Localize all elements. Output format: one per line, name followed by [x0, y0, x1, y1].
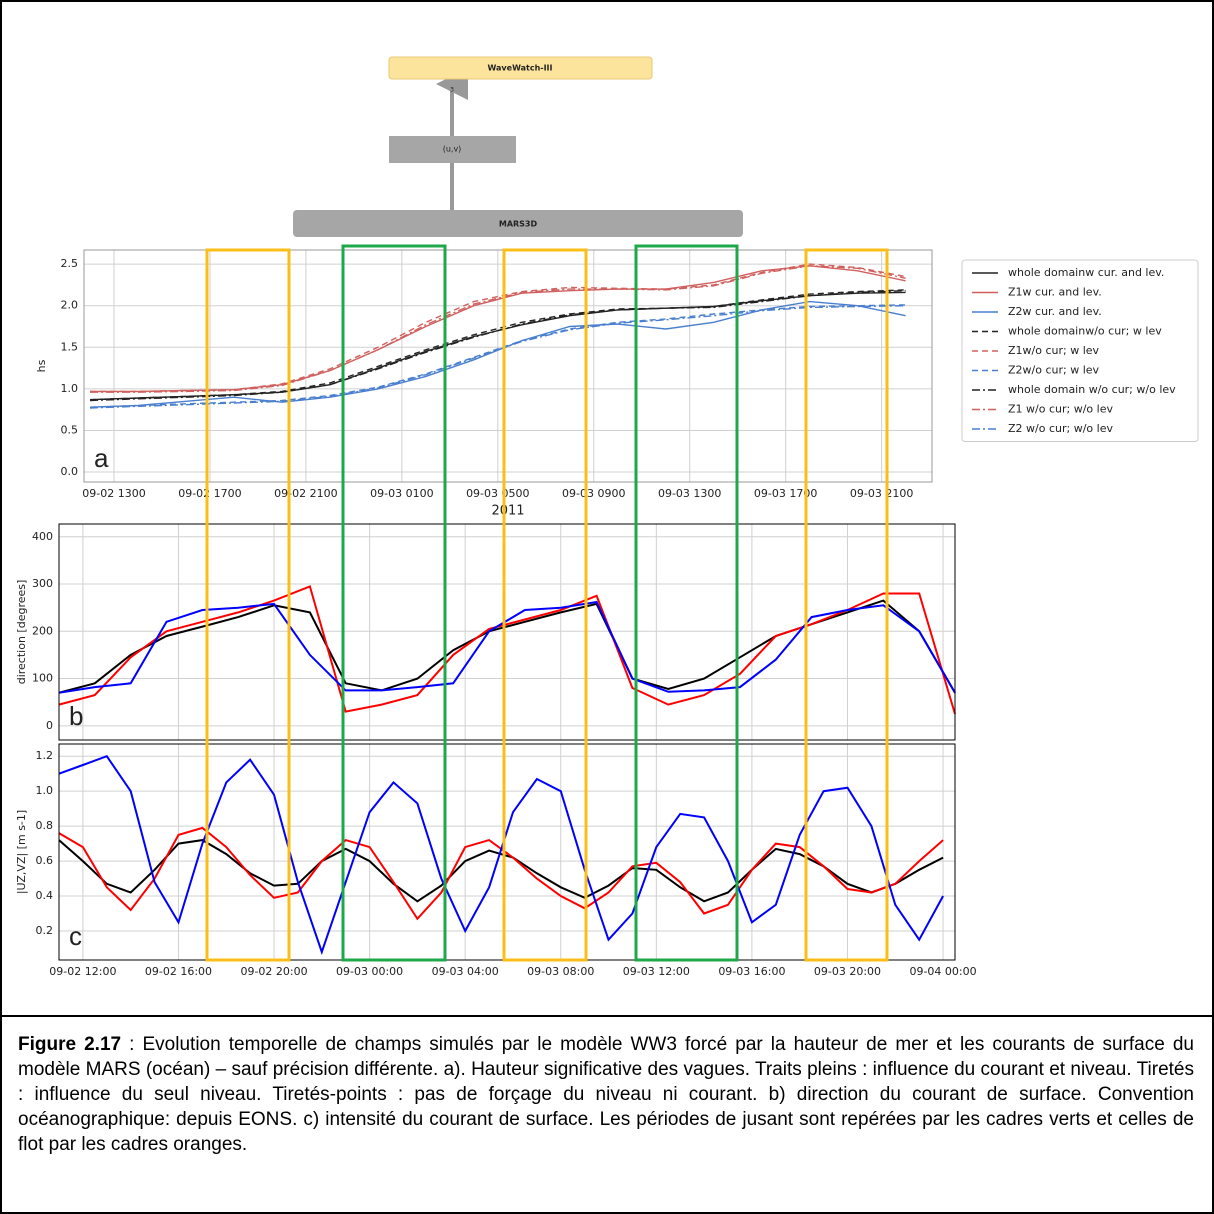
x-tick-label: 09-03 0500 [466, 487, 529, 500]
period-frames [205, 244, 889, 962]
x-tick-label: 09-03 20:00 [814, 965, 881, 978]
ebb-frame [634, 244, 739, 962]
caption-label: Figure 2.17 [18, 1034, 122, 1055]
y-tick-label: 0.4 [36, 889, 54, 902]
x-tick-label: 09-03 0100 [370, 487, 433, 500]
y-tick-label: 0.8 [36, 819, 54, 832]
y-tick-label: 0 [46, 719, 53, 732]
x-tick-label: 09-02 1700 [178, 487, 241, 500]
legend-label: Z2 w/o cur; w/o lev [1008, 422, 1113, 435]
x-tick-label: 09-03 04:00 [432, 965, 499, 978]
arrow-label: 3 [450, 87, 454, 94]
x-tick-label: 09-02 12:00 [49, 965, 116, 978]
legend-label: whole domainw/o cur; w lev [1008, 325, 1162, 338]
data-line [89, 300, 906, 408]
legend-box [961, 259, 1199, 442]
legend-label: Z1w/o cur; w lev [1008, 344, 1100, 357]
node-label: MARS3D [499, 220, 538, 229]
legend-label: Z2w cur. and lev. [1008, 305, 1102, 318]
legend-label: Z1 w/o cur; w/o lev [1008, 403, 1113, 416]
data-line [89, 290, 906, 402]
separator [2, 1015, 1212, 1017]
y-tick-label: 2.0 [61, 299, 79, 312]
node-label: (u,v) [443, 145, 462, 154]
y-axis-label: hs [35, 359, 48, 372]
node-label: WaveWatch-III [487, 64, 552, 73]
data-line [89, 305, 906, 409]
node-box [388, 56, 653, 80]
x-tick-label: 09-02 20:00 [240, 965, 307, 978]
y-axis-label: |UZ,VZ| [m s-1] [15, 810, 28, 894]
x-tick-label: 09-03 00:00 [336, 965, 403, 978]
y-axis-label: direction [degrees] [15, 580, 28, 685]
plot-area [84, 250, 932, 482]
flood-frame [502, 248, 588, 962]
caption: Figure 2.17 : Evolution temporelle de ch… [18, 1032, 1194, 1157]
y-tick-label: 0.5 [61, 423, 79, 436]
node-box [389, 136, 516, 163]
figure: WaveWatch-III 3 (u,v) MARS3D 0.0 0.5 1.0 1.… [15, 56, 1199, 978]
data-line [89, 289, 906, 401]
data-line [90, 263, 906, 393]
y-tick-label: 2.5 [61, 257, 79, 270]
x-tick-label: 09-03 2100 [850, 487, 913, 500]
y-tick-label: 1.0 [61, 382, 79, 395]
x-tick-label: 09-04 00:00 [909, 965, 976, 978]
data-line [89, 304, 906, 408]
plot-area [59, 524, 955, 740]
y-tick-label: 0.6 [36, 854, 54, 867]
x-tick-label: 09-03 1300 [658, 487, 721, 500]
x-tick-label: 09-03 08:00 [527, 965, 594, 978]
y-tick-label: 1.2 [36, 749, 54, 762]
legend-label: Z2w/o cur; w lev [1008, 364, 1100, 377]
y-tick-label: 0.2 [36, 924, 54, 937]
y-tick-label: 0.0 [61, 465, 79, 478]
x-tick-label: 09-03 12:00 [623, 965, 690, 978]
legend-label: Z1w cur. and lev. [1008, 286, 1102, 299]
y-tick-label: 200 [32, 624, 53, 637]
panel-letter: b [69, 701, 83, 731]
legend-label: whole domainw cur. and lev. [1008, 266, 1164, 279]
x-tick-label: 09-02 16:00 [145, 965, 212, 978]
x-tick-label: 09-03 0900 [562, 487, 625, 500]
plot-frame [58, 523, 956, 741]
y-tick-label: 1.5 [61, 340, 79, 353]
data-line [90, 265, 906, 393]
y-tick-label: 100 [32, 672, 53, 685]
x-tick-label: 09-02 2100 [274, 487, 337, 500]
flood-frame [804, 248, 889, 962]
y-tick-label: 400 [32, 530, 53, 543]
flood-frame [205, 248, 291, 962]
y-tick-label: 300 [32, 577, 53, 590]
panel-letter: c [69, 921, 82, 951]
x-axis-label: 2011 [491, 504, 524, 519]
charts: 0.0 0.5 1.0 1.5 2.0 2.5 09-02 1300 09-02 1700 09… [15, 249, 1199, 978]
x-tick-label: 09-03 16:00 [718, 965, 785, 978]
x-tick-label: 09-03 1700 [754, 487, 817, 500]
y-tick-label: 1.0 [36, 784, 54, 797]
ebb-frame [341, 244, 447, 962]
node-box [293, 210, 743, 237]
legend-label: whole domain w/o cur; w/o lev [1008, 383, 1176, 396]
panel-letter: a [94, 443, 109, 473]
caption-text: : Evolution temporelle de champs simulés… [18, 1034, 1194, 1155]
x-tick-label: 09-02 1300 [82, 487, 145, 500]
